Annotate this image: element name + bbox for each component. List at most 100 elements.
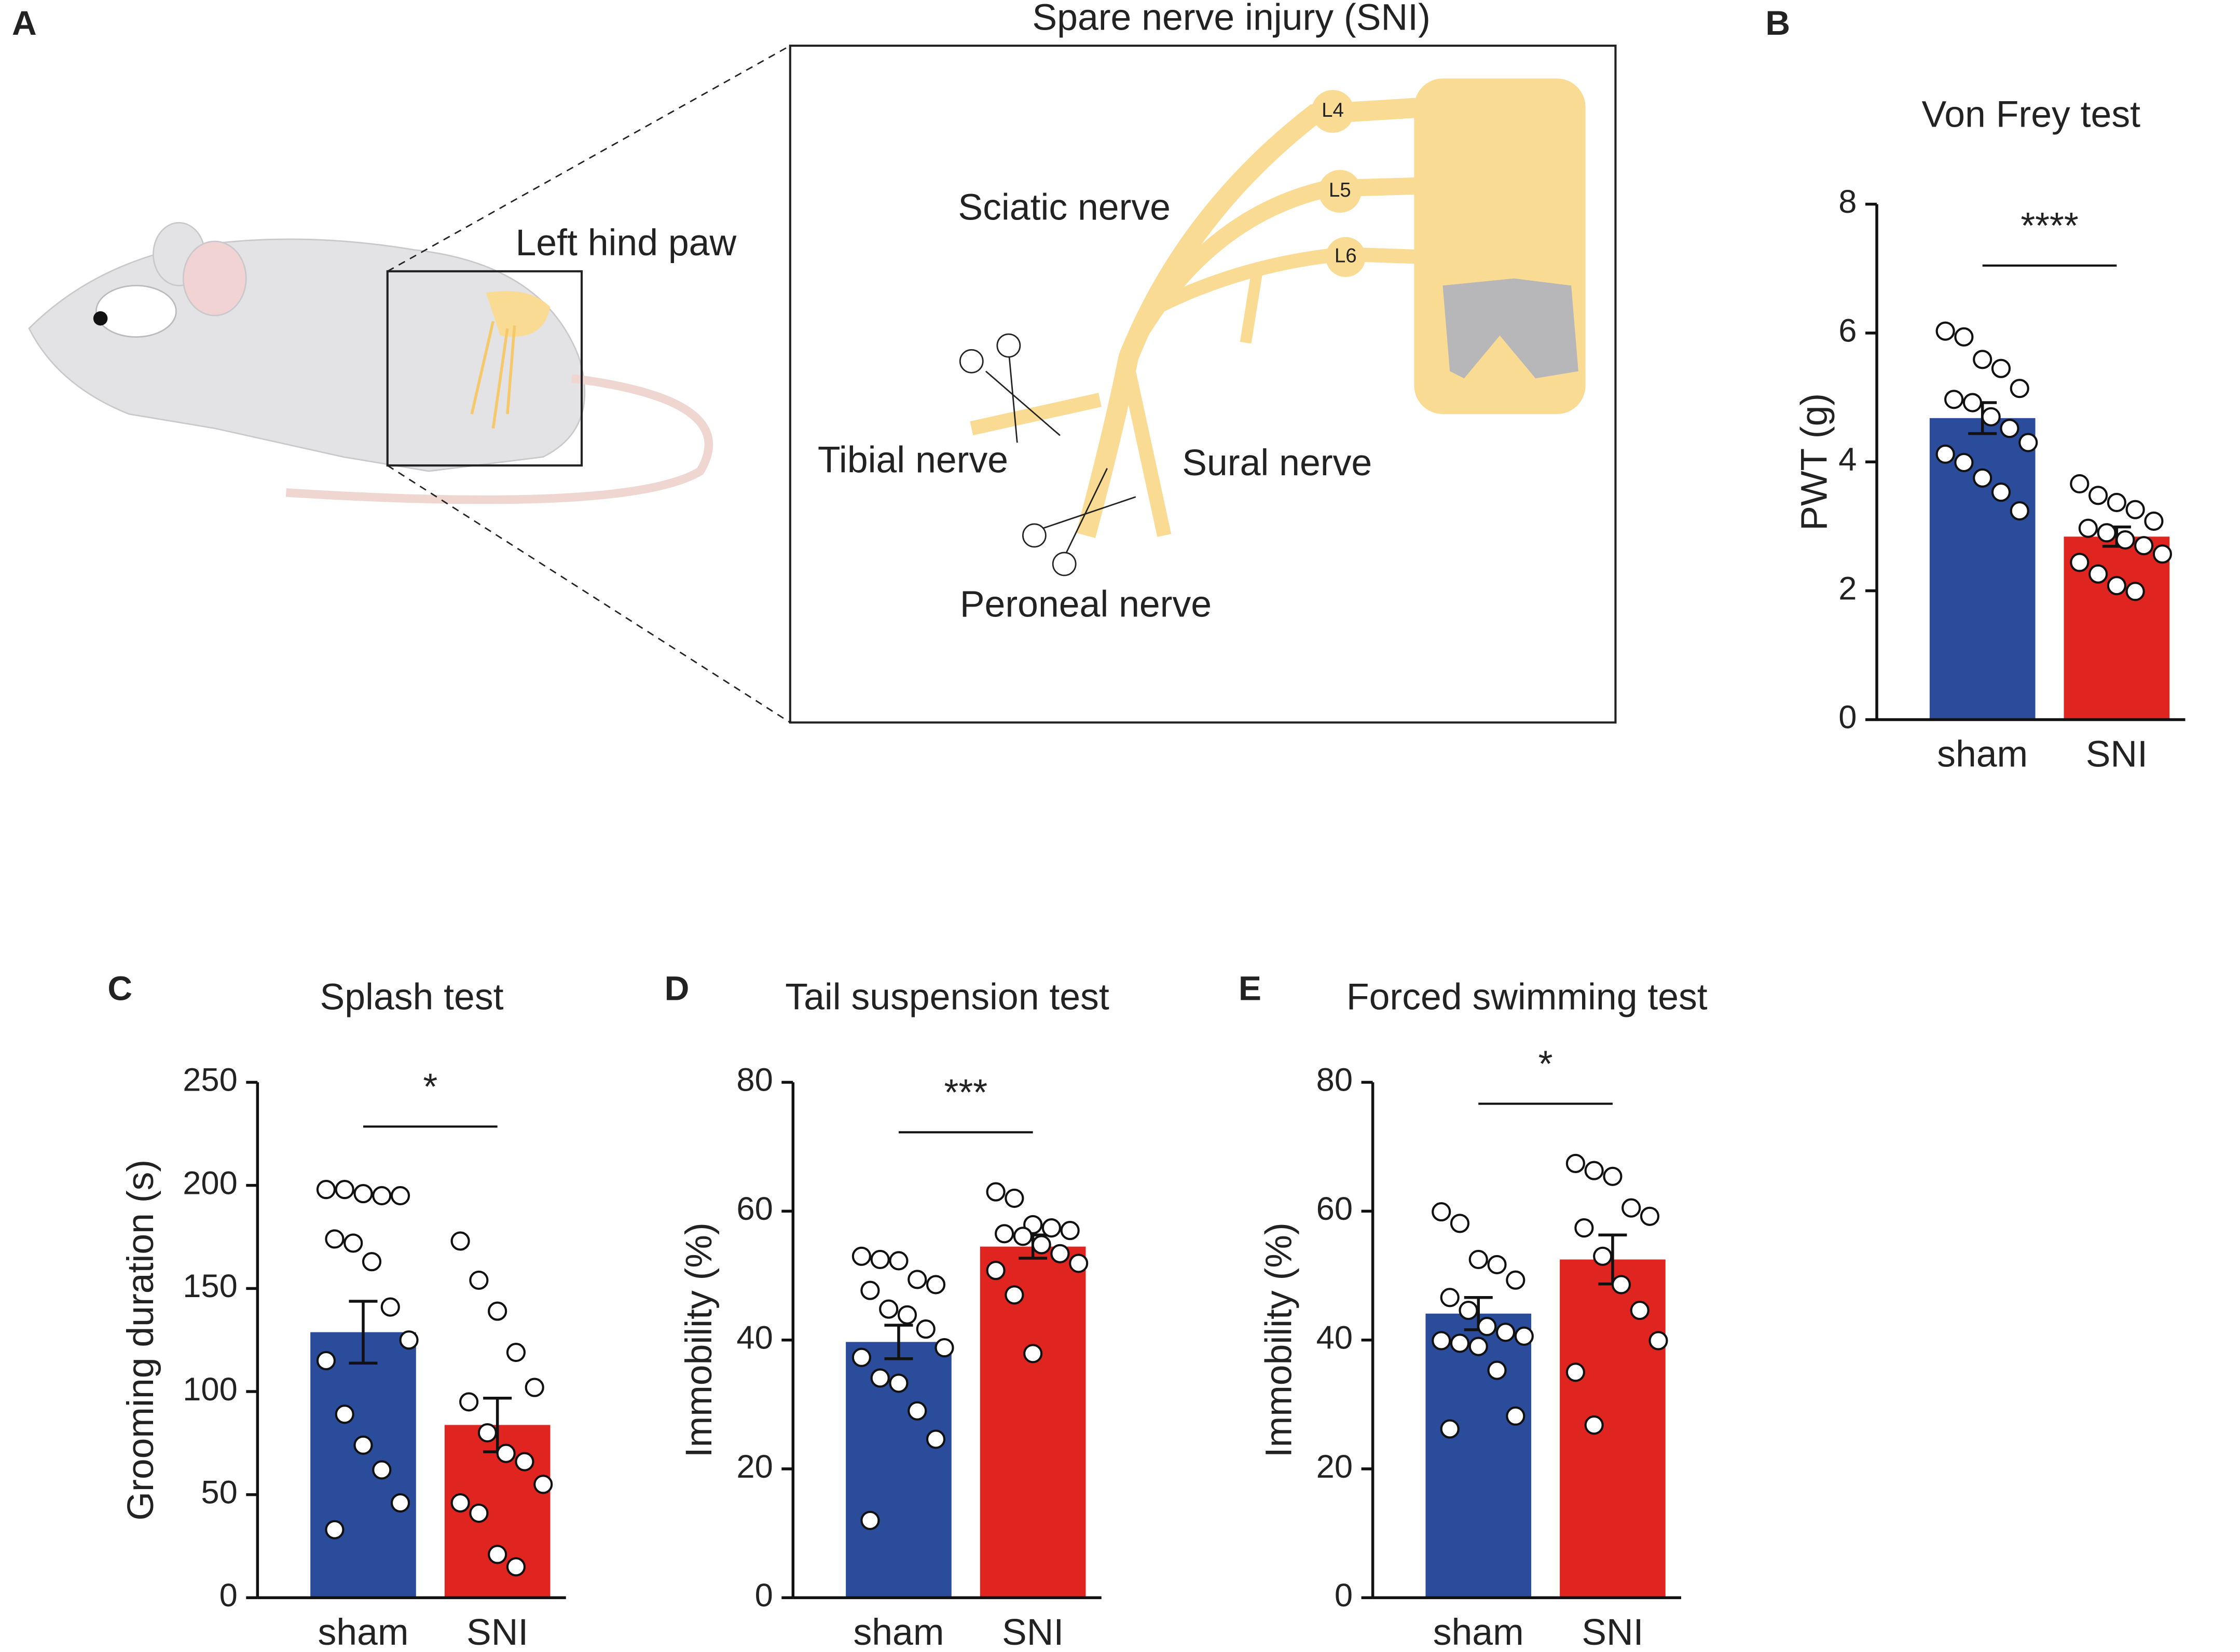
y-tick-label: 80 [1316,1062,1353,1098]
panel-label: D [665,969,690,1007]
nerve-label: Peroneal nerve [960,583,1212,625]
data-point [889,1373,909,1393]
data-point [851,1246,871,1266]
data-point [380,1297,400,1317]
data-point [1440,1288,1460,1307]
panel-label: E [1239,969,1261,1007]
y-tick-label: 250 [183,1062,238,1098]
data-point [316,1351,336,1371]
segment-label: L5 [1329,179,1351,201]
data-point [1621,1198,1641,1218]
x-tick-label: SNI [1582,1612,1643,1652]
data-point [1973,468,1992,488]
data-point [870,1368,890,1388]
chart-title: Splash test [320,976,504,1017]
x-tick-label: sham [318,1612,408,1652]
data-point [2070,553,2090,572]
data-point [870,1249,890,1270]
data-point [1630,1301,1650,1320]
y-tick-label: 2 [1838,570,1857,607]
data-point [879,1299,899,1319]
data-point [353,1435,373,1455]
data-point [469,1270,489,1290]
y-tick-label: 20 [736,1449,773,1485]
y-tick-label: 200 [183,1165,238,1201]
panel-label: B [1765,4,1790,42]
data-point [926,1275,946,1295]
data-point [1432,1202,1451,1222]
data-point [1603,1166,1623,1186]
x-tick-label: sham [853,1612,944,1652]
data-point [343,1233,363,1253]
data-point [1450,1333,1470,1353]
data-point [1991,359,2011,378]
y-tick-label: 80 [736,1062,773,1098]
segment-label: L4 [1322,99,1344,121]
data-point [2010,379,2029,398]
significance-label: * [1538,1043,1553,1085]
y-tick-label: 4 [1838,442,1857,478]
y-axis-label: Grooming duration (s) [120,1160,161,1521]
nerve-label: Sural nerve [1182,442,1372,484]
bar [1929,418,2036,720]
data-point [1005,1188,1024,1208]
data-point [1565,1362,1585,1382]
data-point [390,1493,410,1513]
y-axis-label: Immobility (%) [1258,1222,1299,1457]
data-point [2144,511,2164,531]
data-point [459,1392,479,1412]
x-tick-label: sham [1433,1612,1524,1652]
y-axis-label: PWT (g) [1793,393,1835,531]
data-point [897,1305,917,1325]
data-point [986,1261,1006,1281]
data-point [399,1330,419,1350]
significance-label: *** [944,1072,988,1113]
data-point [1041,1218,1061,1238]
data-point [889,1251,909,1271]
data-point [2078,518,2098,538]
chart-title: Von Frey test [1921,94,2140,135]
data-point [2088,486,2108,505]
data-point [851,1347,871,1367]
data-point [1954,327,1974,347]
nerve-label: Tibial nerve [818,439,1008,481]
panel-label: A [12,4,37,42]
y-tick-label: 20 [1316,1449,1353,1485]
nerve-diagram [959,78,1586,576]
y-tick-label: 40 [736,1319,773,1356]
bar [980,1246,1086,1598]
bar [1560,1259,1666,1598]
error-bar [884,1324,913,1360]
data-point [325,1520,345,1539]
y-tick-label: 100 [183,1371,238,1408]
data-point [372,1186,392,1206]
data-point [1584,1415,1604,1435]
data-point [1023,1344,1043,1364]
data-point [2107,492,2126,513]
bar [1425,1313,1532,1598]
data-point [926,1429,946,1449]
diagram-title: Spare nerve injury (SNI) [1032,0,1430,38]
y-tick-label: 150 [183,1268,238,1304]
data-point [2107,576,2126,596]
data-point [1514,1326,1534,1346]
data-point [1459,1301,1478,1320]
data-point [506,1342,526,1362]
data-point [2010,501,2029,521]
data-point [916,1319,936,1339]
data-point [488,1545,507,1564]
data-point [1468,1249,1488,1270]
data-point [1440,1419,1460,1439]
data-point [496,1443,516,1463]
y-tick-label: 0 [755,1577,773,1614]
data-point [1495,1323,1516,1342]
data-point [362,1252,382,1272]
data-point [372,1460,392,1480]
significance-label: * [423,1066,437,1108]
data-point [2152,544,2172,564]
data-point [1069,1254,1089,1273]
data-point [1450,1214,1470,1233]
mouse-illustration [28,44,1617,724]
data-point [1506,1270,1526,1290]
